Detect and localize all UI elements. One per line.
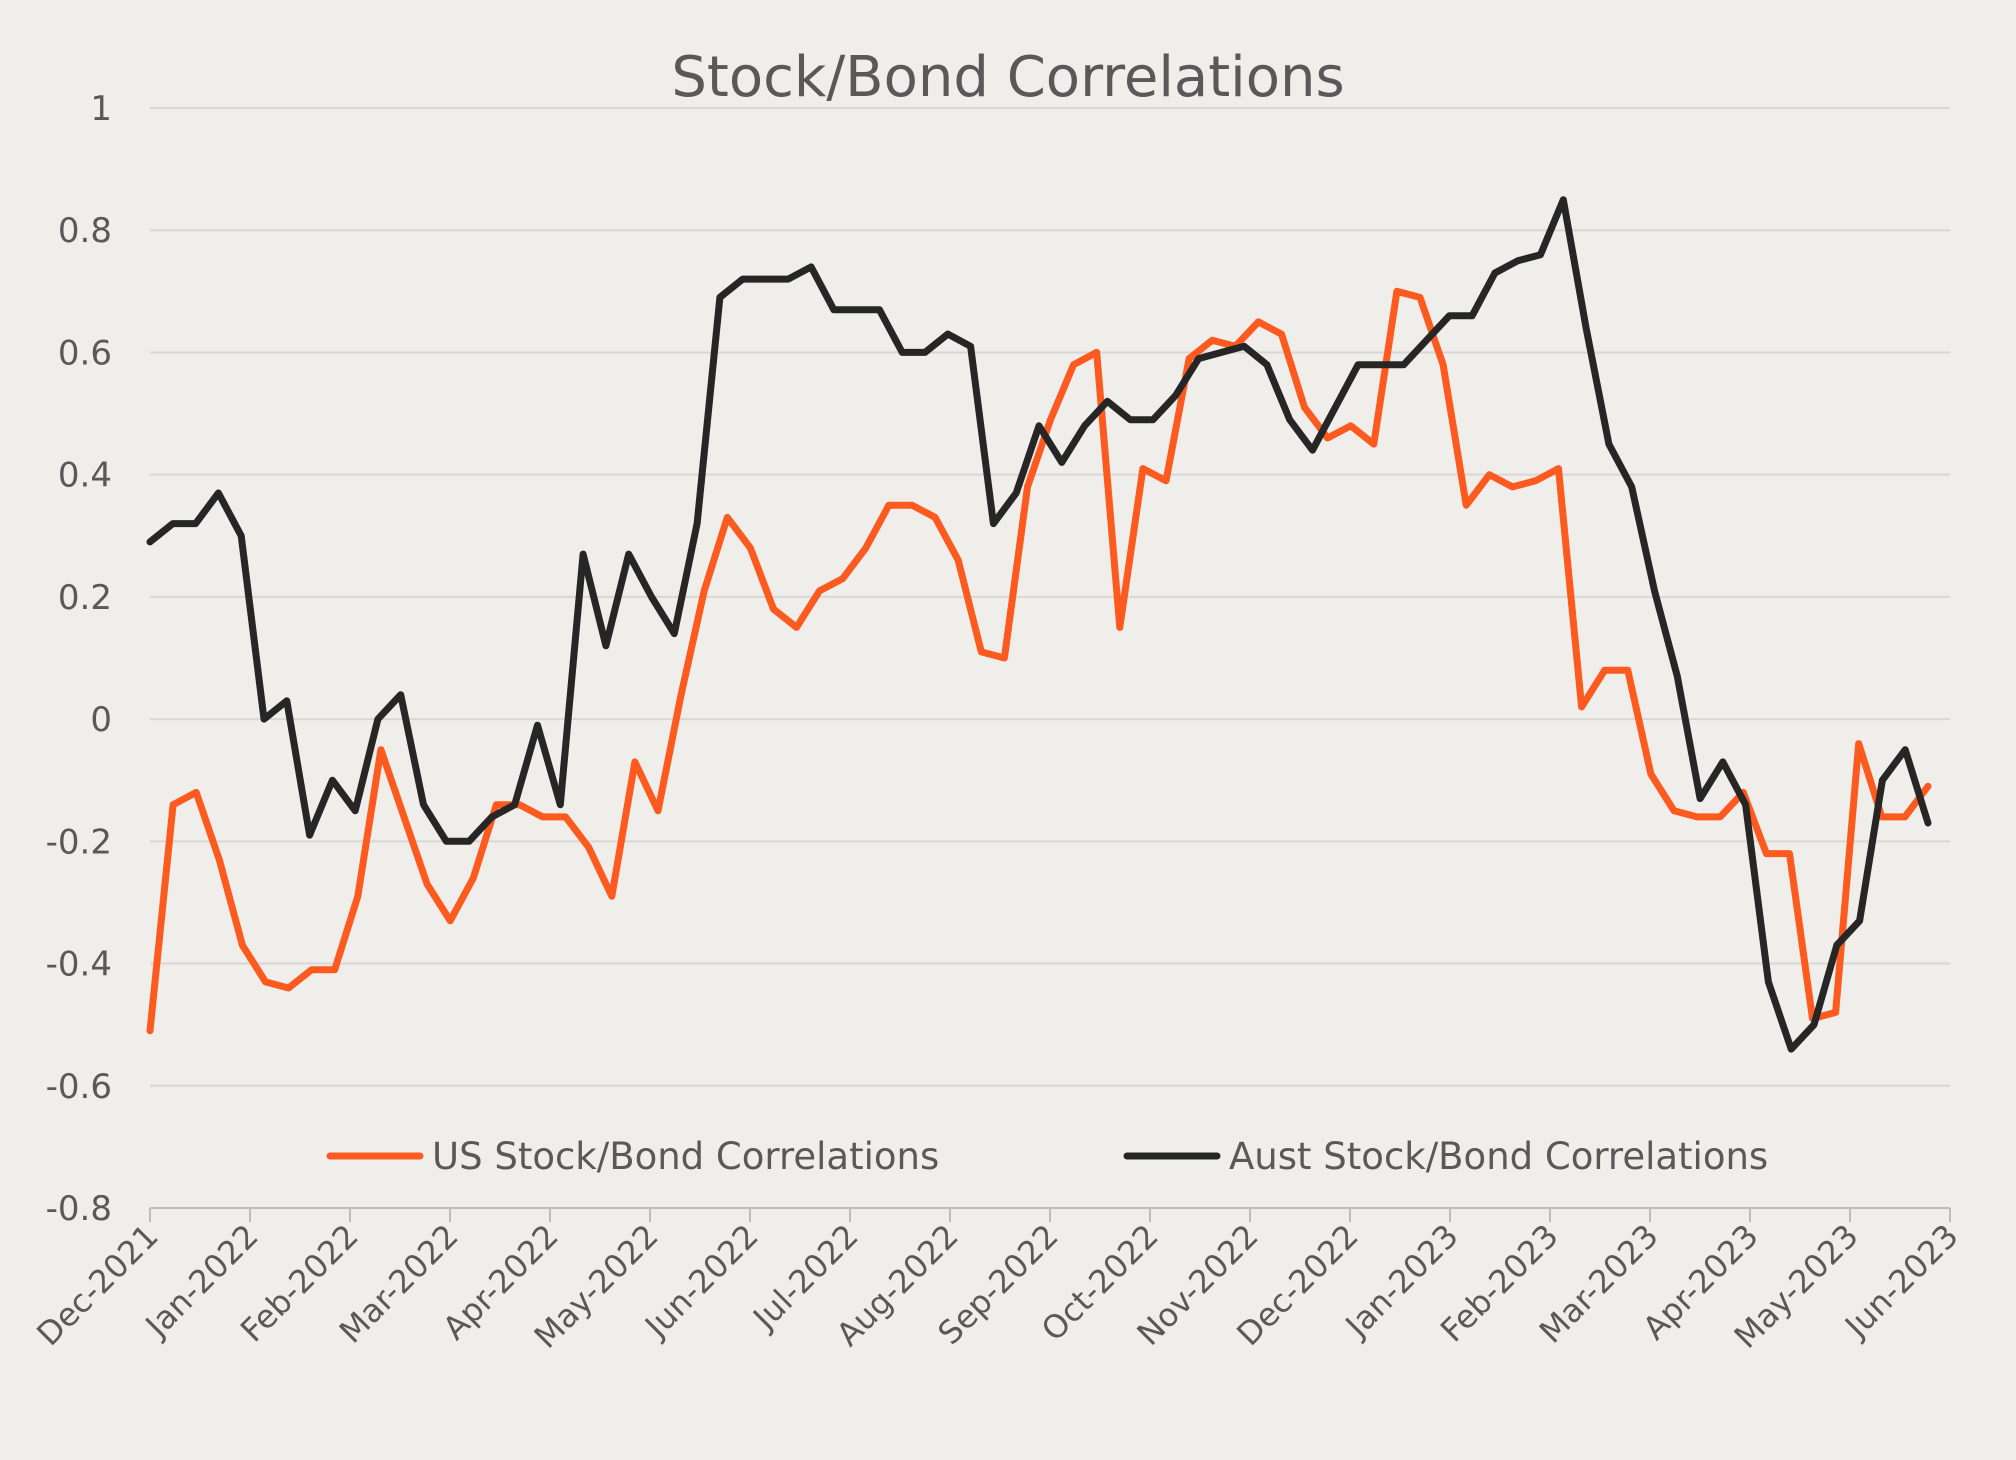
- legend-label: Aust Stock/Bond Correlations: [1229, 1135, 1768, 1178]
- x-tick-label: Dec-2021: [29, 1217, 165, 1353]
- y-tick-label: 1: [90, 89, 112, 129]
- chart-title: Stock/Bond Correlations: [671, 45, 1344, 110]
- gridlines: [150, 107, 1950, 1087]
- y-tick-label: -0.6: [46, 1067, 112, 1107]
- legend-label: US Stock/Bond Correlations: [432, 1135, 939, 1178]
- y-tick-label: 0.4: [58, 456, 112, 496]
- series-line-aust: [146, 196, 1932, 1053]
- y-tick-label: 0: [90, 700, 112, 740]
- y-tick-label: -0.8: [46, 1189, 112, 1229]
- y-tick-label: 0.8: [58, 211, 112, 251]
- y-tick-label: -0.2: [46, 822, 112, 862]
- series-line-us: [146, 287, 1932, 1035]
- y-tick-label: -0.4: [46, 945, 112, 985]
- x-axis: Dec-2021Jan-2022Feb-2022Mar-2022Apr-2022…: [29, 1207, 1966, 1356]
- legend: US Stock/Bond Correlations Aust Stock/Bon…: [326, 1135, 1768, 1178]
- y-tick-label: 0.6: [58, 333, 112, 373]
- series-lines: [146, 196, 1932, 1053]
- y-axis: 1 0.8 0.6 0.4 0.2 0 -0.2 -0.4 -0.6 -0.8: [46, 89, 112, 1229]
- y-tick-label: 0.2: [58, 578, 112, 618]
